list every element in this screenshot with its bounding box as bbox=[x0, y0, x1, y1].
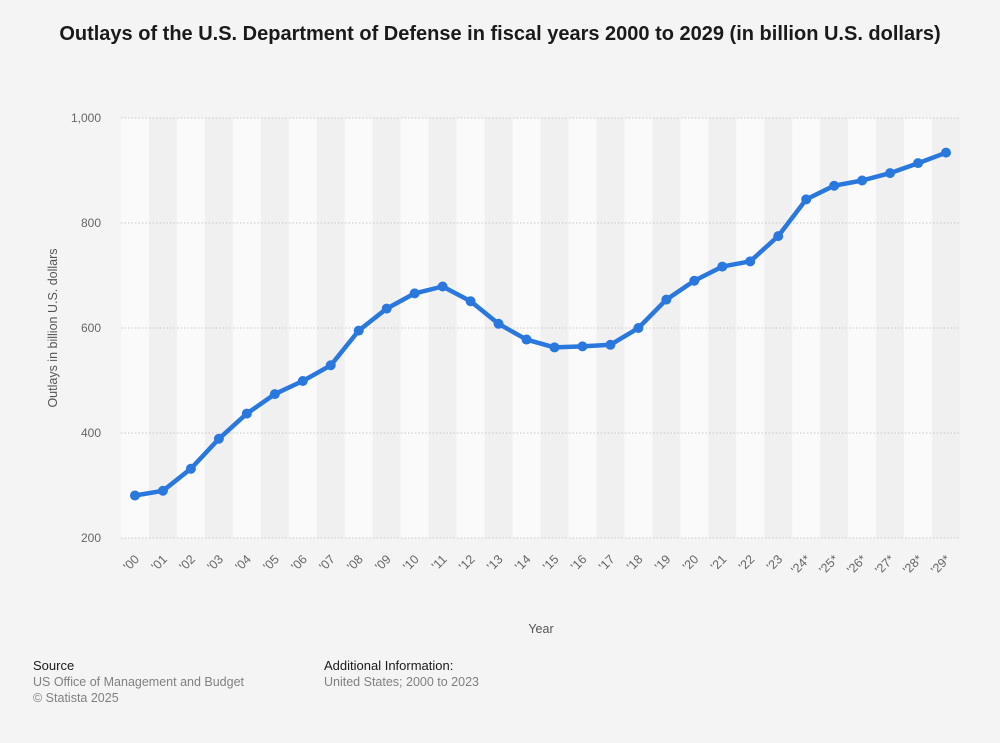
x-tick-label: '07 bbox=[316, 552, 337, 573]
data-point[interactable] bbox=[605, 339, 616, 350]
x-tick-label: '13 bbox=[484, 552, 505, 573]
x-tick-label: '16 bbox=[568, 552, 589, 573]
data-point[interactable] bbox=[913, 158, 924, 169]
data-point[interactable] bbox=[269, 389, 280, 400]
x-tick-label: '14 bbox=[512, 552, 533, 573]
data-point[interactable] bbox=[213, 433, 224, 444]
source-line: US Office of Management and Budget bbox=[33, 675, 245, 689]
x-tick-label: '19 bbox=[652, 552, 673, 573]
data-point[interactable] bbox=[241, 408, 252, 419]
data-point[interactable] bbox=[885, 168, 896, 179]
source-heading: Source bbox=[33, 658, 75, 673]
data-point[interactable] bbox=[325, 360, 336, 371]
data-point[interactable] bbox=[297, 376, 308, 387]
category-band bbox=[876, 118, 905, 538]
additional-info-line: United States; 2000 to 2023 bbox=[324, 675, 479, 689]
x-tick-label: '04 bbox=[233, 552, 254, 573]
data-series bbox=[132, 150, 949, 498]
x-tick-label: '08 bbox=[344, 552, 365, 573]
x-tick-label: '29* bbox=[928, 552, 953, 577]
x-tick-label: '27* bbox=[872, 552, 897, 577]
x-tick-label: '23 bbox=[764, 552, 785, 573]
data-point[interactable] bbox=[157, 485, 168, 496]
data-point[interactable] bbox=[745, 256, 756, 267]
x-tick-label: '21 bbox=[708, 552, 729, 573]
data-points bbox=[129, 147, 952, 501]
data-point[interactable] bbox=[129, 490, 140, 501]
x-tick-label: '12 bbox=[456, 552, 477, 573]
data-point[interactable] bbox=[437, 281, 448, 292]
x-tick-label: '22 bbox=[736, 552, 757, 573]
source-block: Source US Office of Management and Budge… bbox=[33, 658, 244, 706]
x-tick-label: '01 bbox=[149, 552, 170, 573]
x-tick-label: '11 bbox=[429, 552, 450, 573]
y-axis-ticks: 200 400 600 800 1,000 bbox=[71, 111, 101, 545]
data-point[interactable] bbox=[829, 180, 840, 191]
data-point[interactable] bbox=[353, 325, 364, 336]
x-tick-label: '06 bbox=[288, 552, 309, 573]
data-point[interactable] bbox=[577, 341, 588, 352]
x-axis-label: Year bbox=[528, 622, 553, 636]
data-point[interactable] bbox=[409, 288, 420, 299]
category-band bbox=[736, 118, 765, 538]
data-point[interactable] bbox=[801, 194, 812, 205]
x-tick-label: '15 bbox=[540, 552, 561, 573]
x-tick-label: '10 bbox=[400, 552, 421, 573]
data-point[interactable] bbox=[521, 334, 532, 345]
additional-info-block: Additional Information: United States; 2… bbox=[324, 658, 479, 690]
chart-title: Outlays of the U.S. Department of Defens… bbox=[59, 23, 941, 45]
x-tick-label: '24* bbox=[788, 552, 813, 577]
category-band bbox=[904, 118, 933, 538]
x-tick-label: '03 bbox=[205, 552, 226, 573]
data-point[interactable] bbox=[465, 296, 476, 307]
x-tick-label: '28* bbox=[900, 552, 925, 577]
data-point[interactable] bbox=[773, 231, 784, 242]
data-point[interactable] bbox=[185, 463, 196, 474]
data-point[interactable] bbox=[549, 342, 560, 353]
category-band bbox=[932, 118, 960, 538]
x-tick-label: '25* bbox=[816, 552, 841, 577]
x-axis-ticks: '00 '01 '02 '03 '04 '05 '06 '07 '08 '09 '10 '11 '12 '… bbox=[121, 552, 954, 577]
copyright-line[interactable]: © Statista 2025 bbox=[33, 691, 119, 705]
data-point[interactable] bbox=[689, 275, 700, 286]
data-point[interactable] bbox=[941, 147, 952, 158]
x-tick-label: '09 bbox=[372, 552, 393, 573]
y-tick-label: 1,000 bbox=[71, 111, 101, 125]
data-point[interactable] bbox=[381, 303, 392, 314]
y-tick-label: 800 bbox=[81, 216, 101, 230]
x-tick-label: '26* bbox=[844, 552, 869, 577]
series-line bbox=[132, 150, 949, 498]
x-tick-label: '17 bbox=[596, 552, 617, 573]
data-point[interactable] bbox=[661, 294, 672, 305]
y-tick-label: 200 bbox=[81, 531, 101, 545]
x-tick-label: '05 bbox=[261, 552, 282, 573]
additional-info-heading[interactable]: Additional Information: bbox=[324, 658, 454, 673]
data-point[interactable] bbox=[717, 261, 728, 272]
data-point[interactable] bbox=[633, 323, 644, 333]
y-tick-label: 600 bbox=[81, 321, 101, 335]
data-point[interactable] bbox=[857, 175, 868, 186]
y-axis-label: Outlays in billion U.S. dollars bbox=[46, 248, 60, 407]
category-band bbox=[708, 118, 737, 538]
data-point[interactable] bbox=[493, 318, 504, 329]
x-tick-label: '00 bbox=[121, 552, 142, 573]
x-tick-label: '18 bbox=[624, 552, 645, 573]
y-tick-label: 400 bbox=[81, 426, 101, 440]
category-band bbox=[764, 118, 793, 538]
category-band bbox=[792, 118, 821, 538]
x-tick-label: '20 bbox=[680, 552, 701, 573]
x-tick-label: '02 bbox=[177, 552, 198, 573]
